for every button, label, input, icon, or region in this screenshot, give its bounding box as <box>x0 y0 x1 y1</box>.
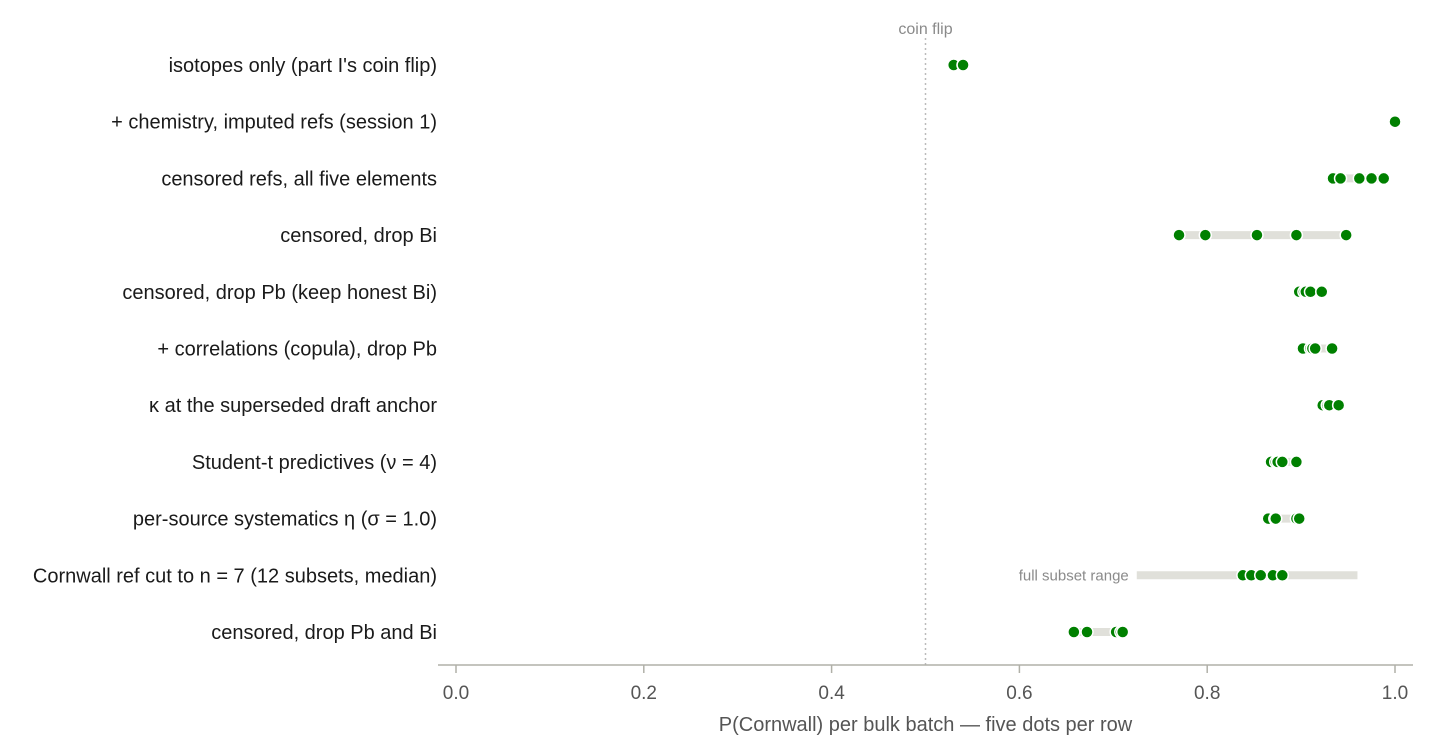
row-label: censored, drop Pb and Bi <box>211 622 437 644</box>
data-point <box>1253 568 1268 583</box>
x-axis: 0.0 0.2 0.4 0.6 0.8 1.0 P(Cornwall) per bulk … <box>438 664 1413 736</box>
data-point <box>1289 455 1304 469</box>
data-point <box>1388 114 1402 129</box>
data-point <box>1250 228 1264 242</box>
row-label: Cornwall ref cut to n = 7 (12 subsets, m… <box>33 565 437 587</box>
chart-row: per-source systematics η (σ = 1.0) <box>133 509 1306 531</box>
data-point <box>1352 171 1367 186</box>
range-bar-label: full subset range <box>1019 567 1129 584</box>
x-tick-label: 0.8 <box>1194 683 1220 704</box>
x-tick-label: 0.6 <box>1006 683 1032 704</box>
chart-row: isotopes only (part I's coin flip) <box>169 55 970 77</box>
data-point <box>1376 171 1391 186</box>
x-axis-title: P(Cornwall) per bulk batch — five dots p… <box>719 714 1133 736</box>
row-label: censored, drop Pb (keep honest Bi) <box>122 282 437 304</box>
data-point <box>1364 171 1379 186</box>
data-point <box>1303 285 1318 299</box>
row-label: Student-t predictives (ν = 4) <box>192 452 437 474</box>
data-point <box>1339 228 1353 242</box>
data-point <box>1315 285 1329 299</box>
data-point <box>1198 228 1213 242</box>
data-point <box>1067 625 1081 639</box>
data-point <box>1331 398 1346 412</box>
chart-row: censored, drop Pb (keep honest Bi) <box>122 282 1329 304</box>
chart-row: Student-t predictives (ν = 4) <box>192 452 1304 474</box>
data-point <box>1292 511 1306 526</box>
data-point <box>1115 625 1130 639</box>
chart-row: κ at the superseded draft anchor <box>149 395 1346 417</box>
data-point <box>1172 228 1186 242</box>
data-point <box>956 58 970 72</box>
chart-row: + chemistry, imputed refs (session 1) <box>111 112 1402 134</box>
chart-row: censored, drop Pb and Bi <box>211 622 1130 644</box>
data-point <box>1308 341 1322 356</box>
x-axis-ticks: 0.0 0.2 0.4 0.6 0.8 1.0 <box>443 665 1408 704</box>
data-point <box>1325 341 1339 356</box>
row-label: censored, drop Bi <box>280 225 437 247</box>
x-tick-label: 0.0 <box>443 683 469 704</box>
row-label: isotopes only (part I's coin flip) <box>169 55 437 77</box>
rows-layer: isotopes only (part I's coin flip) + chem… <box>33 55 1402 644</box>
row-label: per-source systematics η (σ = 1.0) <box>133 509 437 531</box>
row-label: + chemistry, imputed refs (session 1) <box>111 112 437 134</box>
coin-flip-label: coin flip <box>898 21 952 38</box>
row-label: κ at the superseded draft anchor <box>149 395 437 417</box>
reference-layer: coin flip <box>898 21 953 665</box>
x-tick-label: 1.0 <box>1382 683 1408 704</box>
x-tick-label: 0.2 <box>631 683 657 704</box>
chart-row: + correlations (copula), drop Pb <box>157 339 1339 361</box>
row-label: + correlations (copula), drop Pb <box>157 339 437 361</box>
data-point <box>1289 228 1304 242</box>
data-point <box>1333 171 1348 186</box>
chart-row: censored refs, all five elements <box>161 168 1391 190</box>
row-label: censored refs, all five elements <box>161 168 437 190</box>
data-point <box>1275 455 1290 469</box>
chart-row: Cornwall ref cut to n = 7 (12 subsets, m… <box>33 565 1358 587</box>
data-point <box>1080 625 1094 639</box>
x-tick-label: 0.4 <box>818 683 845 704</box>
data-point <box>1275 568 1290 583</box>
chart-row: censored, drop Bi <box>280 225 1353 247</box>
data-point <box>1268 511 1283 526</box>
